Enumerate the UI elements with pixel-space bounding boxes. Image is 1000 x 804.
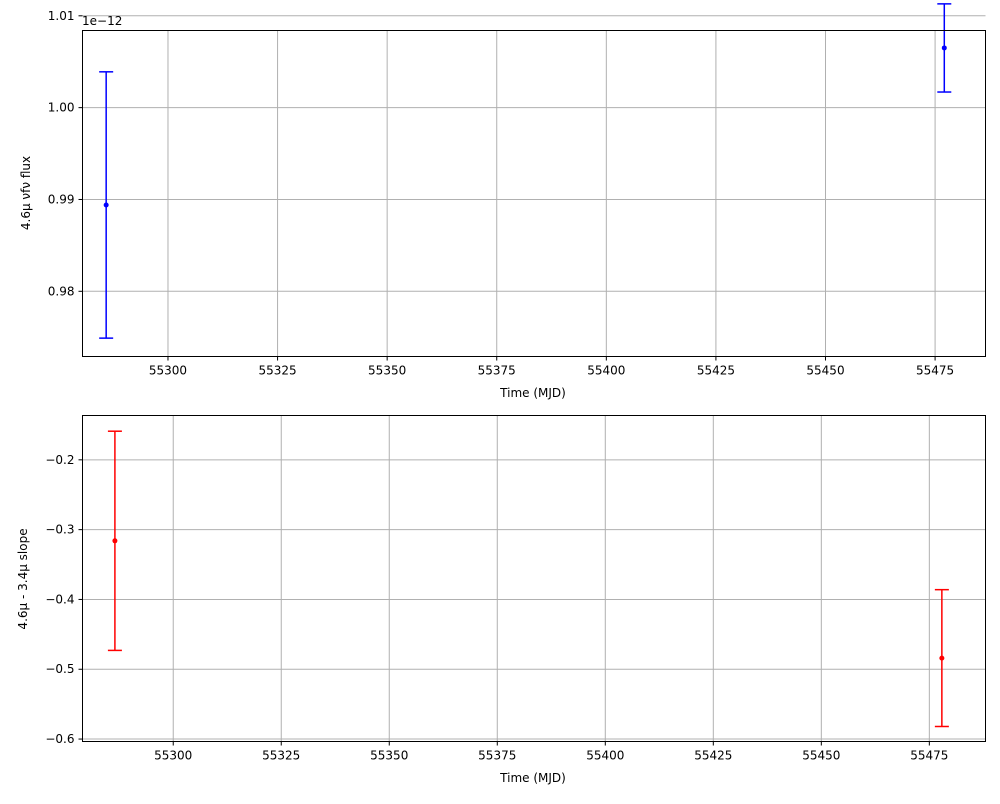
slope-data (107, 430, 949, 728)
flux-y-tick-label: 1.01 (48, 9, 75, 23)
flux-y-tick-label: 0.99 (48, 192, 75, 206)
flux-x-tick-label: 55325 (258, 364, 296, 378)
slope-error-bar-point (107, 430, 122, 652)
slope-data-point (939, 655, 945, 661)
slope-ticks: 55300 55325 55350 55375 55400 55425 55450 55475… (45, 453, 948, 763)
slope-x-tick-label: 55425 (694, 749, 732, 763)
flux-data-point (941, 45, 947, 51)
flux-y-axis-label: 4.6μ νfν flux (19, 156, 33, 230)
flux-x-tick-label: 55375 (478, 364, 516, 378)
flux-x-tick-label: 55350 (368, 364, 406, 378)
flux-panel: 55300 55325 55350 55375 55400 55425 55450 55475… (19, 3, 986, 400)
flux-y-tick-label: 0.98 (48, 284, 75, 298)
slope-x-tick-label: 55450 (802, 749, 840, 763)
flux-grid (82, 15, 986, 357)
slope-y-tick-label: −0.6 (45, 732, 74, 746)
slope-panel: 55300 55325 55350 55375 55400 55425 55450 55475… (16, 415, 986, 785)
slope-y-tick-label: −0.3 (45, 523, 74, 537)
slope-y-axis-label: 4.6μ - 3.4μ slope (16, 528, 30, 629)
slope-y-tick-label: −0.2 (45, 453, 74, 467)
flux-x-tick-label: 55400 (587, 364, 625, 378)
slope-x-tick-label: 55475 (910, 749, 948, 763)
flux-x-tick-label: 55425 (697, 364, 735, 378)
flux-offset-text: 1e−12 (82, 14, 122, 28)
slope-x-tick-label: 55300 (154, 749, 192, 763)
flux-x-tick-label: 55300 (149, 364, 187, 378)
slope-y-tick-label: −0.4 (45, 592, 74, 606)
slope-y-tick-label: −0.5 (45, 662, 74, 676)
flux-error-bar-point (99, 71, 114, 339)
slope-grid (82, 415, 986, 742)
flux-data-point (103, 202, 109, 208)
slope-x-tick-label: 55400 (586, 749, 624, 763)
flux-data (99, 3, 952, 339)
flux-ticks: 55300 55325 55350 55375 55400 55425 55450 55475… (48, 9, 954, 378)
slope-error-bar-point (934, 588, 949, 728)
flux-y-tick-label: 1.00 (48, 101, 75, 115)
slope-data-point (112, 538, 118, 544)
flux-error-bar-point (937, 3, 952, 93)
slope-axes-frame (82, 415, 986, 742)
slope-x-tick-label: 55325 (262, 749, 300, 763)
flux-x-tick-label: 55450 (806, 364, 844, 378)
slope-x-axis-label: Time (MJD) (499, 771, 566, 785)
flux-axes-frame (82, 30, 986, 357)
flux-x-axis-label: Time (MJD) (499, 386, 566, 400)
slope-x-tick-label: 55350 (370, 749, 408, 763)
slope-x-tick-label: 55375 (478, 749, 516, 763)
flux-x-tick-label: 55475 (916, 364, 954, 378)
